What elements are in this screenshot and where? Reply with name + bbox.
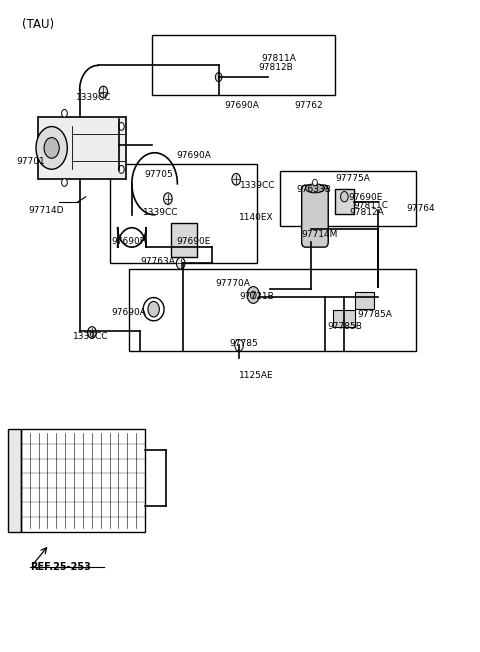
Text: 97763A: 97763A xyxy=(140,258,175,267)
Bar xyxy=(333,310,355,327)
Bar xyxy=(335,189,354,214)
Text: 1339CC: 1339CC xyxy=(143,208,178,216)
Text: (TAU): (TAU) xyxy=(22,18,54,31)
Circle shape xyxy=(36,126,67,170)
Text: 97714D: 97714D xyxy=(29,207,64,215)
Circle shape xyxy=(88,327,96,338)
Text: 97812A: 97812A xyxy=(349,209,384,217)
Text: 1140EX: 1140EX xyxy=(239,213,274,222)
Text: 97811A: 97811A xyxy=(261,55,296,63)
Circle shape xyxy=(99,86,108,98)
Circle shape xyxy=(251,291,256,299)
Bar xyxy=(280,171,416,226)
Circle shape xyxy=(44,138,59,158)
Bar xyxy=(129,269,416,351)
Text: 97785: 97785 xyxy=(229,339,258,348)
Text: 1339CC: 1339CC xyxy=(76,93,112,102)
Text: 97721B: 97721B xyxy=(239,292,274,301)
Circle shape xyxy=(177,258,185,269)
Circle shape xyxy=(232,173,240,185)
Bar xyxy=(171,222,197,257)
Text: 97705: 97705 xyxy=(144,170,173,179)
Text: 97811C: 97811C xyxy=(353,201,388,209)
Text: 97690A: 97690A xyxy=(111,308,146,317)
Circle shape xyxy=(119,123,124,130)
Text: 97785A: 97785A xyxy=(358,310,393,319)
Text: 97714M: 97714M xyxy=(301,230,338,239)
Circle shape xyxy=(61,110,67,117)
Text: 97633B: 97633B xyxy=(296,185,331,194)
Bar xyxy=(8,430,21,531)
Text: 1125AE: 1125AE xyxy=(239,371,274,380)
Circle shape xyxy=(247,287,260,303)
Bar xyxy=(355,292,374,308)
Text: 97690E: 97690E xyxy=(348,193,383,202)
Text: 97690A: 97690A xyxy=(176,151,211,160)
Text: 1339CC: 1339CC xyxy=(240,181,276,190)
Text: 97775A: 97775A xyxy=(335,174,370,183)
Circle shape xyxy=(312,179,317,186)
Ellipse shape xyxy=(305,184,324,193)
Circle shape xyxy=(235,340,243,351)
Bar xyxy=(109,164,257,263)
Bar xyxy=(21,430,145,531)
Circle shape xyxy=(119,166,124,173)
Text: 97701: 97701 xyxy=(16,156,45,166)
Bar xyxy=(152,35,335,95)
Text: 97764: 97764 xyxy=(406,205,435,213)
Text: 97812B: 97812B xyxy=(258,63,293,72)
Text: 97770A: 97770A xyxy=(216,280,250,288)
Text: 97762: 97762 xyxy=(295,101,323,110)
Circle shape xyxy=(216,72,222,82)
Text: REF.25-253: REF.25-253 xyxy=(30,562,91,572)
Text: 97785B: 97785B xyxy=(328,322,363,331)
Text: 97690E: 97690E xyxy=(176,237,210,246)
Bar xyxy=(38,117,126,179)
Circle shape xyxy=(341,192,348,202)
Circle shape xyxy=(164,193,172,205)
Text: 1339CC: 1339CC xyxy=(73,333,108,342)
Circle shape xyxy=(148,301,159,317)
Text: 97690F: 97690F xyxy=(111,237,145,246)
Circle shape xyxy=(61,179,67,186)
FancyBboxPatch shape xyxy=(301,185,328,247)
Text: 97690A: 97690A xyxy=(225,101,260,110)
